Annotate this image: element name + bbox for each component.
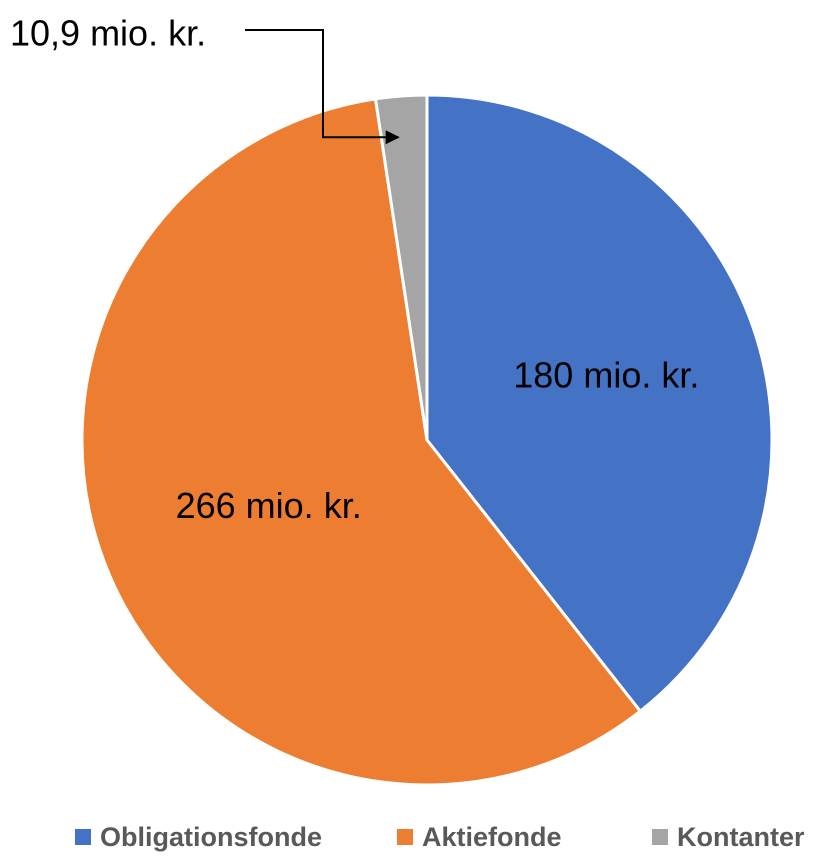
leader-line [245,29,400,145]
data-label: 10,9 mio. kr. [10,13,206,54]
pie-slice [373,93,429,441]
data-label: 180 mio. kr. [513,354,699,395]
legend-swatch [75,829,91,845]
data-label: 266 mio. kr. [176,485,362,526]
legend-swatch [652,829,668,845]
legend-label: Obligationsfonde [100,822,322,852]
legend-label: Aktiefonde [422,822,562,852]
legend-label: Kontanter [677,822,805,852]
pie-slice [425,93,774,714]
legend-swatch [397,829,413,845]
pie-slice [80,97,643,787]
